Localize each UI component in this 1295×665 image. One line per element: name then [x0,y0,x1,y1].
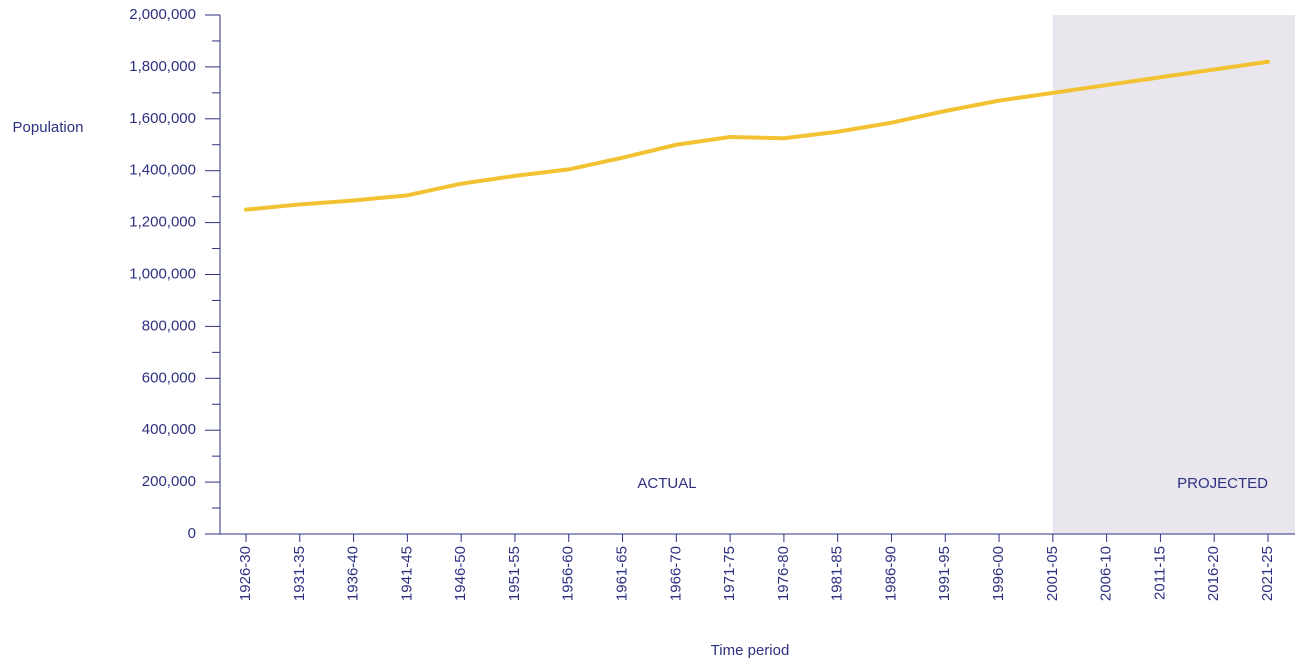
x-tick-label: 2006-10 [1098,546,1115,601]
x-tick-label: 1951-55 [506,546,523,601]
x-tick-label: 1991-95 [936,546,953,601]
y-tick-label: 800,000 [142,317,196,334]
x-tick-label: 2011-15 [1151,546,1168,600]
y-tick-label: 1,200,000 [129,214,196,231]
y-tick-label: 2,000,000 [129,6,196,23]
x-tick-label: 2001-05 [1044,546,1061,601]
y-tick-label: 0 [188,525,196,542]
x-axis-label: Time period [711,642,790,659]
y-axis-label: Population [13,119,84,136]
x-tick-label: 2016-20 [1205,546,1222,601]
data-line [244,59,1270,212]
annotation: PROJECTED [1177,475,1268,492]
x-tick-label: 1981-85 [829,546,846,601]
y-tick-label: 1,600,000 [129,110,196,127]
x-tick-label: 1941-45 [398,546,415,601]
projected-region [1052,15,1295,534]
y-tick-label: 1,400,000 [129,162,196,179]
x-tick-label: 1931-35 [291,546,308,601]
y-tick-label: 1,800,000 [129,58,196,75]
x-tick-label: 1926-30 [237,546,254,601]
x-tick-label: 1986-90 [882,546,899,601]
x-tick-label: 1971-75 [721,546,738,601]
y-tick-label: 200,000 [142,473,196,490]
y-tick-label: 1,000,000 [129,265,196,282]
annotation: ACTUAL [637,475,696,492]
x-tick-label: 1956-60 [560,546,577,601]
x-tick-label: 1976-80 [775,546,792,601]
x-tick-label: 1936-40 [345,546,362,601]
x-tick-label: 1946-50 [452,546,469,601]
y-tick-label: 400,000 [142,421,196,438]
x-tick-label: 1966-70 [667,546,684,601]
x-tick-label: 1996-00 [990,546,1007,601]
x-tick-label: 1961-65 [613,546,630,601]
x-tick-label: 2021-25 [1259,546,1276,601]
y-tick-label: 600,000 [142,369,196,386]
